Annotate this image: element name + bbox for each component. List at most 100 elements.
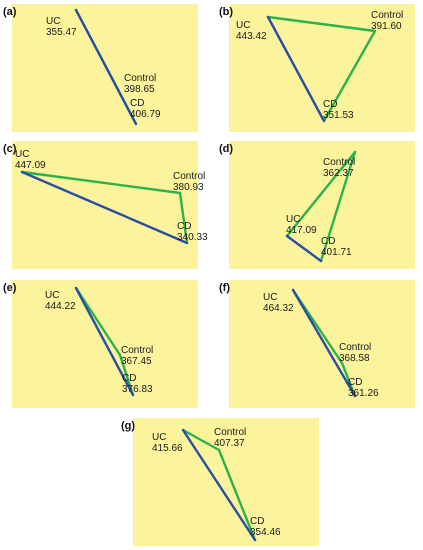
edge-uc-cd-b (266, 15, 326, 123)
edge-uc-control-b (266, 15, 377, 33)
vertex-name-cd: CD (177, 221, 192, 232)
panel-background-g (133, 418, 319, 546)
panel-background-d (229, 141, 415, 269)
vertex-name-control: Control (371, 10, 404, 21)
vertex-label-uc-b: UC 443.42 (236, 20, 267, 42)
vertex-value-cd: 361.26 (348, 388, 379, 399)
vertex-value-control: 391.60 (371, 21, 402, 32)
vertex-label-cd-c: CD 340.33 (177, 221, 208, 243)
vertex-value-uc: 464.32 (263, 303, 294, 314)
vertex-value-control: 367.45 (121, 356, 152, 367)
edge-uc-cd-e (74, 286, 135, 397)
edge-control-cd-b (322, 29, 377, 123)
vertex-value-uc: 444.22 (45, 301, 76, 312)
edge-uc-control-d (285, 150, 357, 238)
panel-label-g: (g) (121, 420, 136, 432)
vertex-value-uc: 355.47 (46, 27, 77, 38)
vertex-value-uc: 447.09 (15, 160, 46, 171)
vertex-label-cd-a: CD 406.79 (130, 98, 161, 120)
panel-label-d: (d) (219, 143, 234, 155)
vertex-value-cd: 406.79 (130, 109, 161, 120)
vertex-label-cd-e: CD 376.83 (122, 373, 153, 395)
vertex-value-cd: 376.83 (122, 384, 153, 395)
vertex-label-uc-a: UC 355.47 (46, 16, 77, 38)
vertex-label-control-b: Control 391.60 (371, 10, 403, 32)
panel-background-f (229, 280, 415, 408)
edge-control-cd-e (118, 353, 135, 397)
panel-background-c (12, 141, 198, 269)
vertex-name-cd: CD (130, 98, 145, 109)
vertex-name-control: Control (214, 427, 247, 438)
vertex-name-control: Control (173, 171, 206, 182)
edge-uc-cd-d (285, 234, 323, 263)
vertex-value-uc: 417.09 (286, 225, 317, 236)
vertex-name-uc: UC (286, 214, 301, 225)
vertex-value-cd: 351.53 (323, 110, 354, 121)
vertex-label-uc-e: UC 444.22 (45, 290, 76, 312)
vertex-label-control-g: Control 407.37 (214, 427, 246, 449)
vertex-name-uc: UC (46, 16, 61, 27)
vertex-label-uc-d: UC 417.09 (286, 214, 317, 236)
vertex-name-uc: UC (263, 292, 278, 303)
vertex-label-uc-f: UC 464.32 (263, 292, 294, 314)
panel-background-b (229, 4, 415, 132)
vertex-name-control: Control (323, 157, 356, 168)
vertex-label-uc-g: UC 415.66 (152, 432, 183, 454)
edge-uc-control-e (74, 286, 122, 357)
vertex-label-control-f: Control 368.58 (339, 342, 371, 364)
edge-uc-cd-f (291, 288, 357, 398)
vertex-label-control-d: Control 362.37 (323, 157, 355, 179)
edge-uc-cd-g (181, 428, 257, 542)
edge-control-cd-g (217, 448, 257, 542)
panel-label-e: (e) (3, 282, 17, 294)
vertex-name-cd: CD (321, 236, 336, 247)
vertex-value-cd: 354.46 (250, 527, 281, 538)
edge-uc-control-c (20, 170, 182, 195)
vertex-name-uc: UC (152, 432, 167, 443)
vertex-name-cd: CD (348, 377, 363, 388)
vertex-value-control: 362.37 (323, 168, 354, 179)
edge-uc-cd-c (20, 170, 189, 245)
vertex-label-uc-c: UC 447.09 (15, 149, 46, 171)
edge-uc-cd-a (74, 8, 138, 126)
vertex-value-uc: 443.42 (236, 31, 267, 42)
vertex-value-control: 368.58 (339, 353, 370, 364)
edge-control-cd-c (178, 191, 189, 245)
panel-label-a: (a) (3, 6, 17, 18)
vertex-value-control: 407.37 (214, 438, 245, 449)
panel-label-c: (c) (3, 143, 17, 155)
vertex-label-cd-f: CD 361.26 (348, 377, 379, 399)
vertex-label-control-e: Control 367.45 (121, 345, 153, 367)
panel-label-b: (b) (219, 6, 234, 18)
vertex-label-cd-b: CD 351.53 (323, 99, 354, 121)
vertex-name-uc: UC (45, 290, 60, 301)
vertex-value-control: 380.93 (173, 182, 204, 193)
vertex-value-control: 398.65 (124, 84, 155, 95)
vertex-name-control: Control (124, 73, 157, 84)
vertex-name-control: Control (339, 342, 372, 353)
vertex-name-uc: UC (15, 149, 30, 160)
vertex-value-uc: 415.66 (152, 443, 183, 454)
vertex-label-control-c: Control 380.93 (173, 171, 205, 193)
panel-label-f: (f) (219, 282, 230, 294)
vertex-name-cd: CD (323, 99, 338, 110)
vertex-name-uc: UC (236, 20, 251, 31)
vertex-label-cd-d: CD 401.71 (321, 236, 352, 258)
edge-uc-control-g (181, 428, 221, 452)
panel-background-a (12, 4, 198, 132)
vertex-name-cd: CD (250, 516, 265, 527)
edge-control-cd-d (319, 150, 357, 263)
vertex-name-control: Control (121, 345, 154, 356)
vertex-value-cd: 340.33 (177, 232, 208, 243)
vertex-label-control-a: Control 398.65 (124, 73, 156, 95)
vertex-name-cd: CD (122, 373, 137, 384)
vertex-value-cd: 401.71 (321, 247, 352, 258)
vertex-label-cd-g: CD 354.46 (250, 516, 281, 538)
